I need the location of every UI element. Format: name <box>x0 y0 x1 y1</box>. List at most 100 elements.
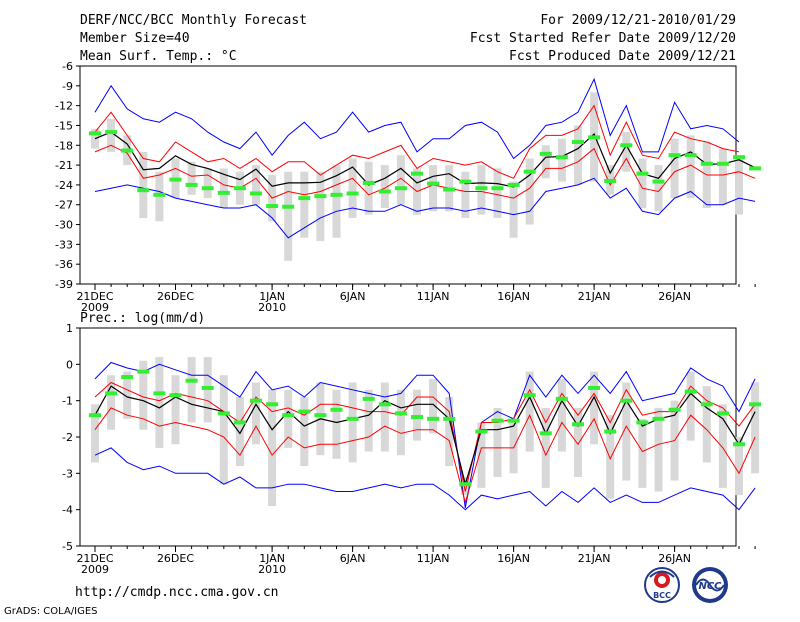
prec-member-box <box>252 382 260 445</box>
temp-observed-marker <box>523 169 536 174</box>
prec-observed-marker <box>572 422 584 427</box>
source-url[interactable]: http://cmdp.ncc.cma.gov.cn <box>75 585 279 600</box>
temp-ytick-label: -21 <box>55 159 73 172</box>
temp-observed-marker <box>604 178 617 183</box>
prec-observed-marker <box>153 391 166 396</box>
temp-member-box <box>380 165 389 209</box>
ncc-logo: NCC <box>692 567 728 603</box>
prec-member-box <box>702 386 711 463</box>
temp-member-box <box>316 171 325 242</box>
temp-ytick-label: -6 <box>62 60 73 73</box>
temp-xtick-year: 2010 <box>258 301 286 314</box>
prec-member-box <box>590 371 599 445</box>
temp-member-box <box>300 171 309 238</box>
prec-member-box <box>574 407 582 477</box>
prec-member-box <box>300 397 309 467</box>
temp-observed-marker <box>539 151 552 156</box>
temp-xtick-label: 16JAN <box>497 290 530 303</box>
temp-observed-marker <box>443 187 456 192</box>
temp-member-box <box>557 138 566 182</box>
temp-member-box <box>735 155 743 215</box>
prec-observed-marker <box>346 416 359 421</box>
prec-member-box <box>268 389 277 507</box>
prec-member-box <box>219 375 228 485</box>
temp-member-box <box>622 132 631 172</box>
prec-observed-marker <box>443 416 456 421</box>
temp-ytick-label: -39 <box>55 278 73 291</box>
temp-observed-marker <box>298 196 311 201</box>
prec-member-box <box>107 375 116 430</box>
temp-observed-marker <box>185 182 198 187</box>
temp-observed-marker <box>555 155 568 160</box>
temp-observed-marker <box>282 204 295 209</box>
temp-member-box <box>139 151 148 218</box>
prec-ytick-label: 0 <box>66 358 73 371</box>
temp-observed-marker <box>427 181 440 186</box>
prec-member-box <box>654 407 663 492</box>
temp-observed-marker <box>620 143 633 148</box>
temp-observed-marker <box>266 204 279 209</box>
prec-member-box <box>622 382 631 481</box>
temp-observed-marker <box>250 191 262 196</box>
prec-xtick-label: 21DEC <box>76 552 113 565</box>
prec-member-box <box>606 415 615 499</box>
temp-member-box <box>203 168 212 199</box>
prec-member-box <box>493 407 502 477</box>
bcc-logo: BCC <box>644 567 680 603</box>
temp-observed-marker <box>394 186 407 191</box>
temp-member-box <box>638 158 647 209</box>
grads-credit: GrADS: COLA/IGES <box>4 606 98 617</box>
prec-member-box <box>445 397 454 467</box>
prec-ytick-label: -3 <box>62 467 73 480</box>
precip-variable-label: Prec.: log(mm/d) <box>80 311 205 326</box>
prec-ytick-label: -4 <box>62 504 73 517</box>
prec-observed-marker <box>201 385 214 390</box>
temp-member-box <box>429 165 438 212</box>
temp-xtick-label: 26JAN <box>658 290 691 303</box>
chart-title: DERF/NCC/BCC Monthly Forecast <box>80 13 307 28</box>
temp-observed-marker <box>700 161 713 166</box>
prec-observed-marker <box>491 418 504 423</box>
temp-member-box <box>284 171 293 261</box>
prec-observed-marker <box>233 420 246 425</box>
prec-observed-marker <box>523 393 536 398</box>
temp-observed-marker <box>636 171 649 176</box>
prec-member-box <box>123 371 132 419</box>
prec-member-box <box>332 389 341 459</box>
temp-ytick-label: -27 <box>55 199 73 212</box>
prec-xtick-year: 2010 <box>258 563 286 576</box>
prec-xtick-label: 26JAN <box>658 552 691 565</box>
prec-member-box <box>541 407 550 488</box>
temp-observed-marker <box>507 182 520 187</box>
prec-member-box <box>525 371 534 452</box>
prec-member-box <box>735 437 743 496</box>
prec-member-box <box>139 360 148 430</box>
prec-observed-marker <box>362 396 375 401</box>
prec-member-box <box>396 389 405 456</box>
prec-member-box <box>751 382 760 474</box>
temp-member-box <box>107 118 116 152</box>
temp-observed-marker <box>411 171 423 176</box>
prec-observed-marker <box>105 391 118 396</box>
prec-observed-marker <box>668 407 681 412</box>
prec-observed-marker <box>459 482 472 487</box>
prec-xtick-label: 21JAN <box>578 552 611 565</box>
prec-observed-marker <box>620 398 633 403</box>
temp-observed-marker <box>475 186 488 191</box>
prec-observed-marker <box>411 415 423 420</box>
temp-observed-marker <box>217 190 230 195</box>
temp-xtick-label: 1JAN <box>259 290 285 303</box>
temp-observed-marker <box>378 189 391 194</box>
prec-member-box <box>348 382 357 463</box>
prec-member-box <box>686 371 695 441</box>
prec-observed-marker <box>684 389 697 394</box>
variable-label: Mean Surf. Temp.: °C <box>80 49 237 64</box>
temp-member-box <box>252 165 260 205</box>
temp-observed-marker <box>330 192 343 197</box>
prec-member-box <box>429 378 438 434</box>
temp-member-box <box>654 165 663 212</box>
temp-xtick-label: 26DEC <box>157 290 194 303</box>
temp-member-box <box>574 125 582 185</box>
temp-spread-lower-line <box>94 144 756 199</box>
